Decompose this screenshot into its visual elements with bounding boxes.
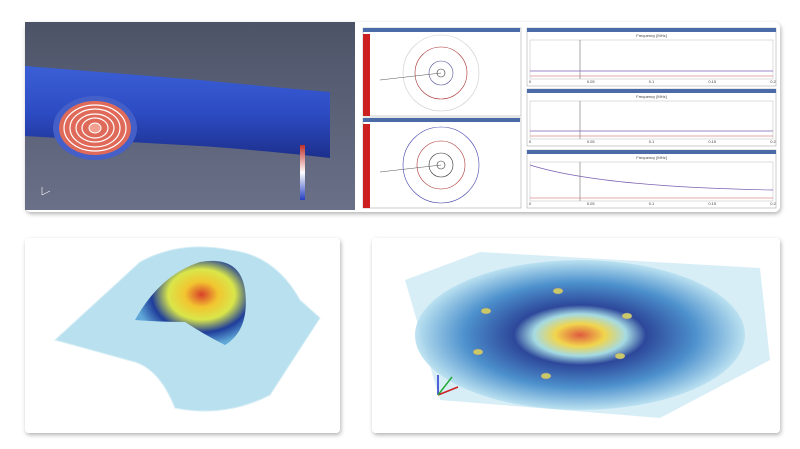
x-tick-label: 0.1 [649, 201, 655, 206]
surface [53, 246, 321, 412]
polar-plot [362, 27, 522, 117]
x-tick-label: 0.2 [770, 139, 776, 144]
x-tick-label: 0.15 [708, 139, 717, 144]
chart-title-bar [527, 89, 776, 93]
polar-circles [379, 34, 480, 204]
x-tick-label: 0.15 [708, 201, 717, 206]
chart-frame [526, 27, 777, 87]
axes-triad [437, 375, 459, 396]
x-tick-label: 0 [529, 201, 532, 206]
color-bar [300, 145, 305, 200]
signal-line [529, 164, 774, 191]
polar-plot [362, 117, 522, 209]
chart-title-bar [527, 28, 776, 32]
x-axis-title: Frequency [MHz] [636, 155, 666, 160]
sensors [472, 287, 633, 380]
hotspot [135, 260, 246, 345]
x-tick-label: 0 [529, 79, 532, 84]
red-strip [363, 34, 370, 116]
hotspot [415, 260, 745, 410]
plot-area [529, 161, 774, 202]
axes-triad [41, 187, 51, 196]
chart-frame [526, 149, 777, 209]
x-tick-label: 0.05 [587, 139, 596, 144]
plot-title-bar [363, 118, 520, 122]
x-tick-label: 0.05 [587, 201, 596, 206]
x-axis-title: Frequency [MHz] [636, 94, 666, 99]
hotspot-rings [53, 96, 137, 160]
plot-area [529, 39, 774, 80]
x-tick-label: 0.2 [770, 201, 776, 206]
x-tick-label: 0.2 [770, 79, 776, 84]
x-tick-label: 0 [529, 139, 532, 144]
plot-area [529, 100, 774, 140]
plot-title-bar [363, 28, 520, 32]
x-tick-label: 0.1 [649, 139, 655, 144]
x-tick-label: 0.05 [587, 79, 596, 84]
x-tick-label: 0.15 [708, 79, 717, 84]
red-strip [363, 124, 370, 208]
line-charts: Frequency [MHz] 0 0.05 0.1 0.15 0.2 Frequency … [526, 27, 777, 209]
x-axis-title: Frequency [MHz] [636, 33, 666, 38]
x-tick-label: 0.1 [649, 79, 655, 84]
chart-title-bar [527, 150, 776, 154]
chart-frame [526, 88, 777, 147]
